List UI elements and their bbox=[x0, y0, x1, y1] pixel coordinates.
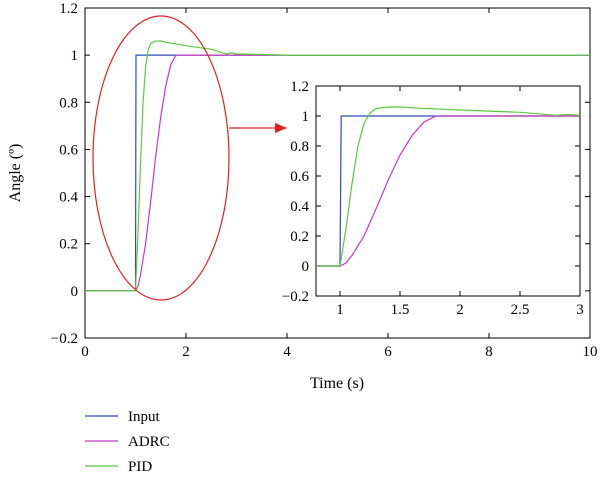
main-series-pid bbox=[85, 40, 590, 292]
inset-xtick-label: 1 bbox=[336, 302, 344, 318]
main-ytick-label: 0.4 bbox=[59, 190, 78, 206]
legend-label-adrc: ADRC bbox=[128, 434, 170, 450]
highlight-ellipse bbox=[92, 15, 230, 301]
inset-xtick-label: 2.5 bbox=[511, 302, 530, 318]
main-ytick-label: 1 bbox=[71, 48, 79, 64]
inset-ytick-label: 0.8 bbox=[290, 139, 309, 155]
y-axis-label: Angle (º) bbox=[7, 144, 24, 203]
main-xtick-label: 0 bbox=[81, 344, 89, 360]
annotation-arrow-head bbox=[275, 123, 287, 133]
main-ytick-label: 0.2 bbox=[59, 237, 78, 253]
inset-series-adrc bbox=[316, 115, 580, 267]
inset-ytick-label: −0.2 bbox=[282, 289, 309, 305]
inset-series bbox=[316, 106, 580, 267]
main-series-adrc bbox=[85, 54, 590, 292]
inset-ticks: −0.2 0 0.2 0.4 0.6 0.8 1 1.2 1 1.5 2 2.5 3 bbox=[282, 79, 584, 318]
inset-ytick-label: 1 bbox=[302, 109, 310, 125]
main-series bbox=[85, 40, 590, 292]
main-ytick-label: 1.2 bbox=[59, 1, 78, 17]
legend-label-input: Input bbox=[128, 409, 160, 425]
main-ticks: −0.200.20.40.60.811.20 2 4 6 8 10 bbox=[51, 1, 598, 360]
main-xtick-label: 6 bbox=[384, 344, 392, 360]
inset-plot-frame bbox=[315, 85, 581, 297]
inset-xtick-label: 3 bbox=[576, 302, 584, 318]
inset-series-pid bbox=[316, 106, 580, 267]
main-ytick-label: 0 bbox=[71, 284, 79, 300]
main-xtick-label: 10 bbox=[583, 344, 598, 360]
inset-xtick-label: 2 bbox=[456, 302, 464, 318]
main-ytick-label: −0.2 bbox=[51, 331, 78, 347]
main-ytick-label: 0.8 bbox=[59, 95, 78, 111]
x-axis-label: Time (s) bbox=[310, 375, 364, 392]
inset-ytick-label: 0.6 bbox=[290, 169, 309, 185]
main-xtick-label: 2 bbox=[182, 344, 190, 360]
main-xtick-label: 4 bbox=[283, 344, 291, 360]
inset-xtick-label: 1.5 bbox=[391, 302, 410, 318]
legend-label-pid: PID bbox=[128, 459, 152, 475]
inset-ytick-label: 0.2 bbox=[290, 229, 309, 245]
legend: Input ADRC PID bbox=[85, 409, 170, 475]
inset-ytick-label: 0 bbox=[302, 259, 310, 275]
inset-ytick-label: 0.4 bbox=[290, 199, 309, 215]
main-xtick-label: 8 bbox=[485, 344, 493, 360]
inset-ytick-label: 1.2 bbox=[290, 79, 309, 95]
main-ytick-label: 0.6 bbox=[59, 142, 78, 158]
